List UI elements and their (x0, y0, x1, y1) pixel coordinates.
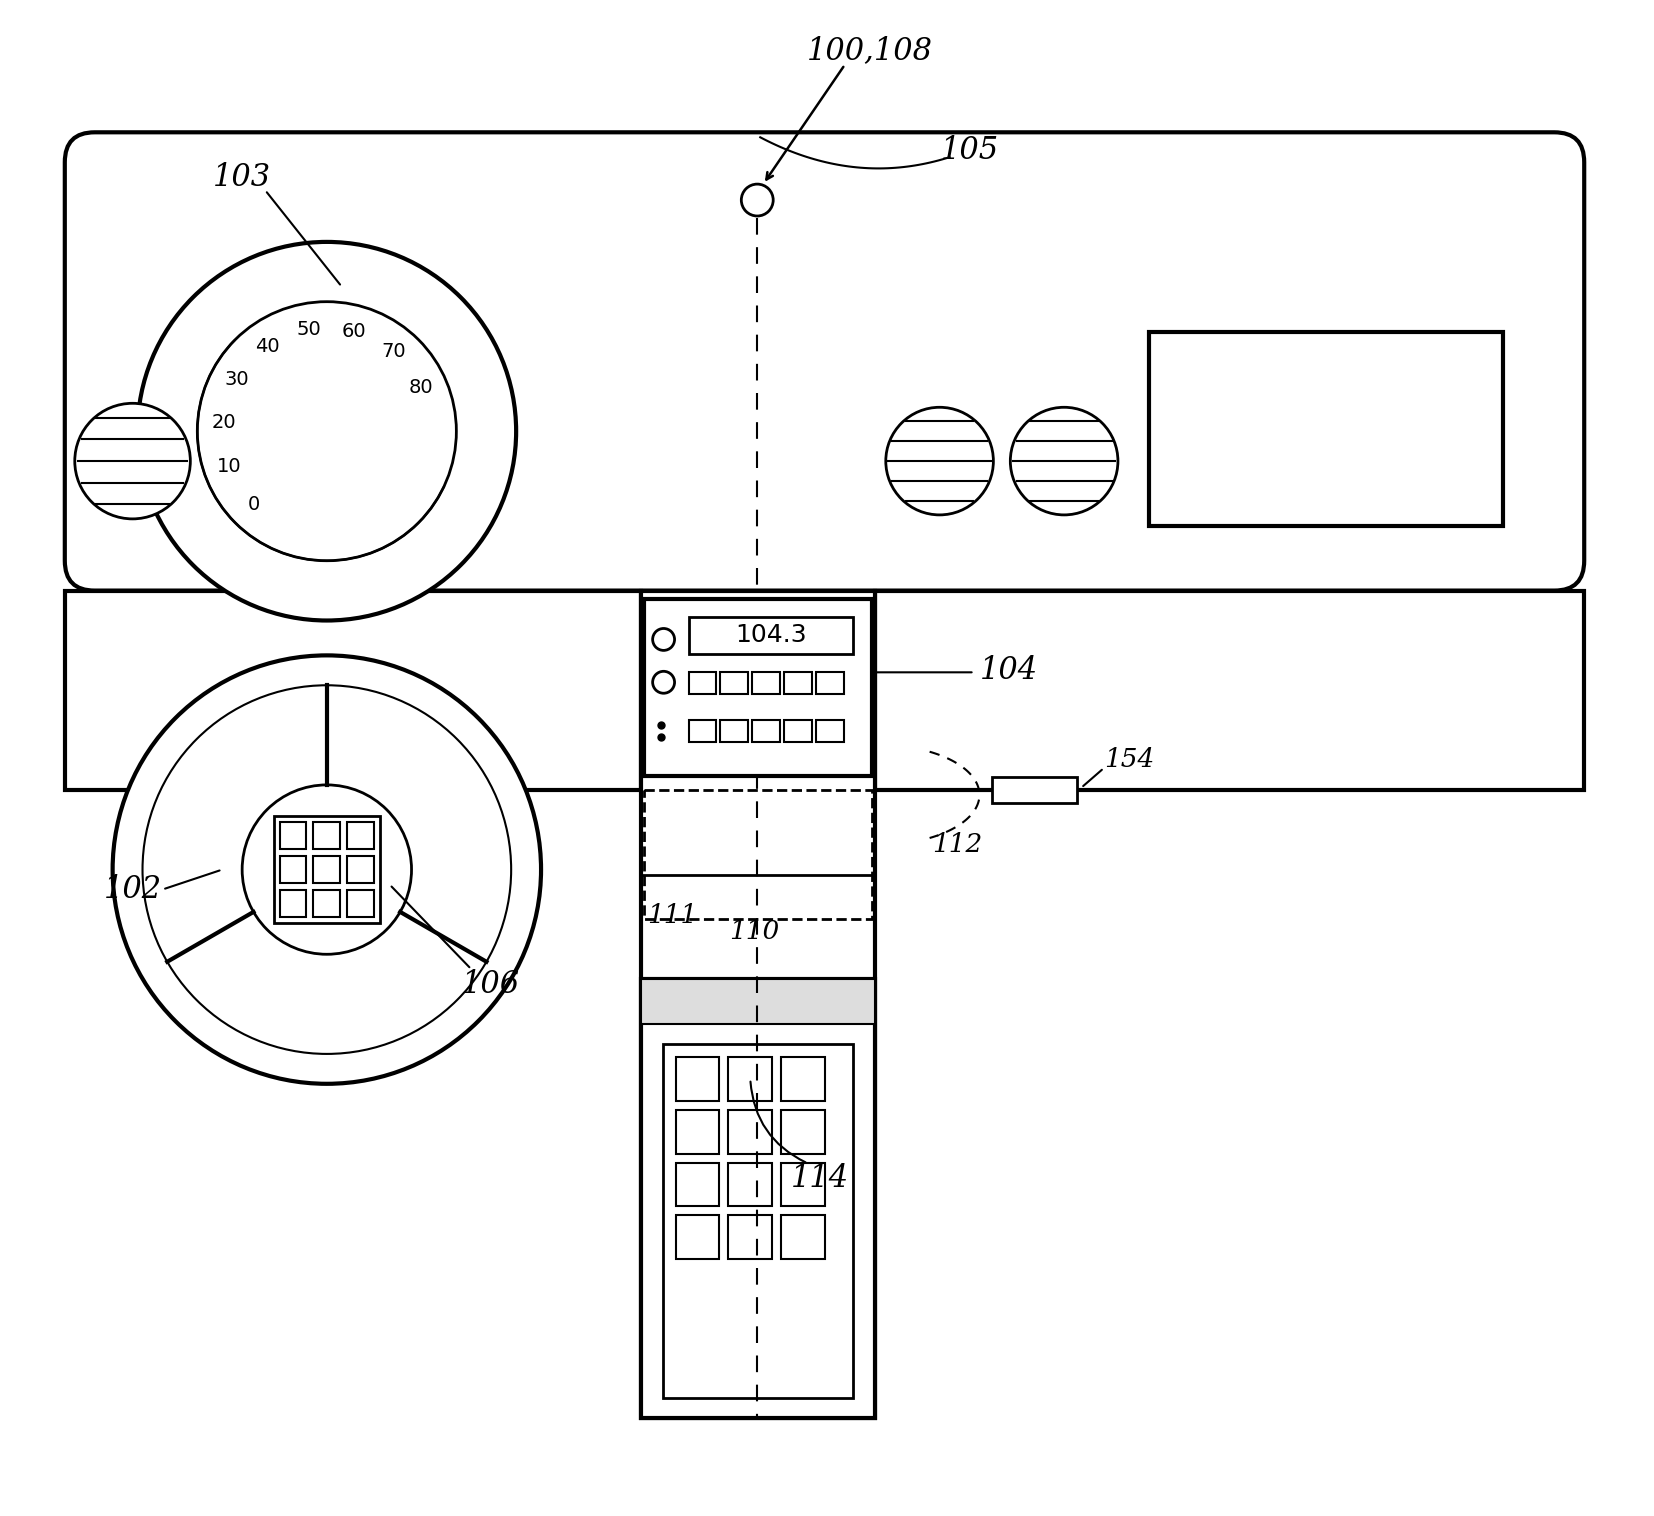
Bar (781, 1163, 825, 1207)
Text: 104.3: 104.3 (734, 623, 807, 647)
Circle shape (112, 655, 541, 1084)
Bar (784, 720, 812, 741)
Bar (273, 816, 380, 923)
Circle shape (1011, 408, 1118, 515)
Bar (753, 720, 781, 741)
Text: 70: 70 (380, 343, 405, 361)
Bar (753, 672, 781, 694)
Circle shape (887, 408, 994, 515)
Bar (347, 890, 374, 917)
Bar (815, 720, 844, 741)
Bar (688, 720, 716, 741)
Circle shape (197, 302, 457, 561)
Text: 106: 106 (461, 969, 521, 999)
Bar (313, 857, 341, 882)
Bar (781, 1216, 825, 1260)
Bar (784, 672, 812, 694)
Bar (781, 1057, 825, 1101)
Text: 110: 110 (729, 919, 779, 944)
Text: 80: 80 (409, 377, 433, 397)
Circle shape (241, 785, 412, 954)
Bar (280, 857, 306, 882)
Bar (728, 1057, 772, 1101)
Bar (1150, 332, 1502, 526)
Text: 154: 154 (1103, 747, 1154, 773)
Bar (675, 1057, 719, 1101)
Text: 10: 10 (217, 458, 241, 476)
Bar (815, 672, 844, 694)
Text: 30: 30 (225, 370, 250, 390)
Bar (313, 822, 341, 849)
Text: 50: 50 (296, 320, 321, 338)
Circle shape (74, 403, 190, 518)
Bar (675, 1163, 719, 1207)
Bar (640, 979, 875, 1023)
Bar (640, 591, 875, 1417)
Bar (640, 979, 875, 1417)
Bar (992, 776, 1077, 803)
Circle shape (741, 183, 772, 215)
Bar (313, 890, 341, 917)
Text: 0: 0 (248, 494, 260, 514)
FancyBboxPatch shape (65, 132, 1585, 591)
Bar (663, 1045, 853, 1398)
Text: 114: 114 (791, 1163, 849, 1195)
Text: 40: 40 (255, 337, 280, 356)
Bar (781, 1110, 825, 1154)
Text: 103: 103 (213, 162, 271, 193)
Text: 102: 102 (104, 875, 162, 905)
Bar (728, 1216, 772, 1260)
Bar (688, 617, 853, 655)
Bar (643, 599, 872, 776)
Bar (347, 822, 374, 849)
Bar (721, 720, 748, 741)
Bar (875, 591, 1585, 790)
Text: 105: 105 (941, 135, 999, 165)
Text: 112: 112 (933, 832, 982, 857)
Circle shape (137, 243, 516, 620)
Text: 111: 111 (647, 904, 698, 928)
Bar (347, 857, 374, 882)
Bar (728, 1163, 772, 1207)
Text: 20: 20 (212, 412, 237, 432)
Bar (688, 672, 716, 694)
Bar (643, 790, 872, 919)
Bar (675, 1110, 719, 1154)
Bar (65, 591, 640, 790)
Bar (675, 1216, 719, 1260)
Text: 104: 104 (981, 655, 1039, 685)
Bar (728, 1110, 772, 1154)
Bar (721, 672, 748, 694)
Bar (280, 890, 306, 917)
Bar (280, 822, 306, 849)
Text: 100,108: 100,108 (807, 35, 933, 67)
Text: 60: 60 (341, 321, 366, 341)
